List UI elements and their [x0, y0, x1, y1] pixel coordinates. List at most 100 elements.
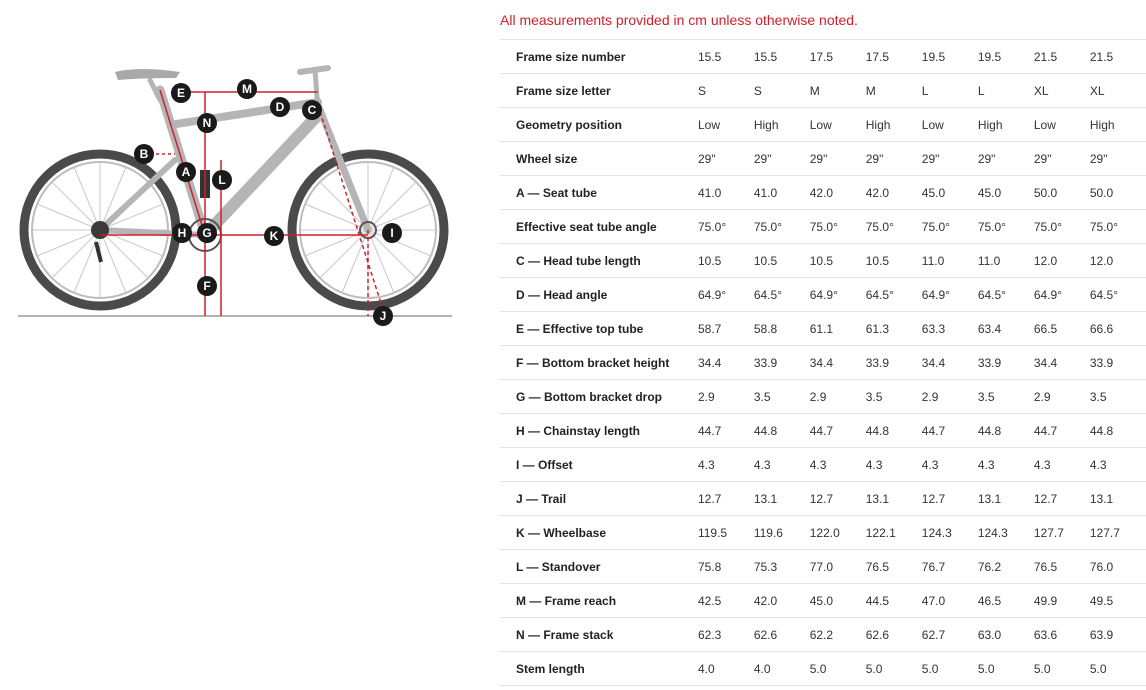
row-label: Geometry position — [500, 107, 683, 142]
table-cell: 4.0 — [753, 651, 810, 686]
table-cell: 5.0 — [809, 651, 866, 686]
table-cell: Low — [921, 107, 978, 142]
table-row: Wheel size 29" 29" 29" 29" 29" 29" 29" 29" — [500, 141, 1146, 176]
table-row: A — Seat tube 41.0 41.0 42.0 42.0 45.0 45.0 50.… — [500, 175, 1146, 210]
table-cell: 13.1 — [753, 481, 810, 516]
table-cell: 64.9° — [1033, 277, 1090, 312]
table-cell: 4.3 — [753, 447, 810, 482]
table-cell: 58.7 — [682, 311, 754, 346]
marker-n: N — [197, 113, 217, 133]
table-cell: 44.7 — [1033, 413, 1090, 448]
table-row: Frame size number 15.5 15.5 17.5 17.5 19.5 19.… — [500, 39, 1146, 74]
table-cell: 75.8 — [682, 549, 754, 584]
table-cell: 19.5 — [921, 39, 978, 74]
marker-a: A — [176, 162, 196, 182]
table-cell: 12.0 — [1033, 243, 1090, 278]
row-label: L — Standover — [500, 549, 683, 584]
table-cell: 4.3 — [1033, 447, 1090, 482]
table-cell: 5.0 — [1089, 651, 1146, 686]
table-cell: S — [753, 73, 810, 108]
table-cell: 33.9 — [977, 345, 1034, 380]
table-cell: 61.1 — [809, 311, 866, 346]
table-row: N — Frame stack 62.3 62.6 62.2 62.6 62.7 63.0 6… — [500, 617, 1146, 652]
table-row: Effective seat tube angle 75.0° 75.0° 75.0°… — [500, 209, 1146, 244]
table-cell: 2.9 — [921, 379, 978, 414]
marker-l: L — [212, 170, 232, 190]
geometry-table-body: Frame size number 15.5 15.5 17.5 17.5 19.5 19.… — [500, 39, 1146, 686]
table-cell: 42.0 — [753, 583, 810, 618]
table-cell: 64.5° — [1089, 277, 1146, 312]
svg-text:E: E — [177, 86, 185, 100]
table-row: G — Bottom bracket drop 2.9 3.5 2.9 3.5 2.9 3.… — [500, 379, 1146, 414]
row-label: Effective seat tube angle — [500, 209, 683, 244]
table-cell: 76.2 — [977, 549, 1034, 584]
marker-e: E — [171, 83, 191, 103]
table-cell: 29" — [865, 141, 922, 176]
row-label: E — Effective top tube — [500, 311, 683, 346]
table-cell: 44.8 — [753, 413, 810, 448]
marker-h: H — [172, 223, 192, 243]
table-cell: 34.4 — [1033, 345, 1090, 380]
row-label: G — Bottom bracket drop — [500, 379, 683, 414]
table-cell: 50.0 — [1033, 175, 1090, 210]
svg-text:L: L — [218, 173, 225, 187]
row-label: M — Frame reach — [500, 583, 683, 618]
svg-text:G: G — [202, 226, 211, 240]
table-cell: High — [977, 107, 1034, 142]
table-cell: 10.5 — [682, 243, 754, 278]
table-cell: 45.0 — [921, 175, 978, 210]
table-cell: 47.0 — [921, 583, 978, 618]
table-cell: 77.0 — [809, 549, 866, 584]
table-cell: 44.7 — [809, 413, 866, 448]
table-cell: 5.0 — [865, 651, 922, 686]
table-cell: 33.9 — [865, 345, 922, 380]
table-row: M — Frame reach 42.5 42.0 45.0 44.5 47.0 46.5 4… — [500, 583, 1146, 618]
table-row: J — Trail 12.7 13.1 12.7 13.1 12.7 13.1 12.7 13.… — [500, 481, 1146, 516]
marker-k: K — [264, 226, 284, 246]
svg-text:B: B — [140, 147, 149, 161]
table-cell: 58.8 — [753, 311, 810, 346]
table-cell: 29" — [682, 141, 754, 176]
table-row: Geometry position Low High Low High Low High Lo… — [500, 107, 1146, 142]
svg-text:C: C — [308, 103, 317, 117]
table-cell: 42.5 — [682, 583, 754, 618]
table-cell: 44.8 — [865, 413, 922, 448]
table-row: Frame size letter S S M M L L XL XL — [500, 73, 1146, 108]
table-cell: High — [753, 107, 810, 142]
table-cell: 5.0 — [1033, 651, 1090, 686]
row-label: I — Offset — [500, 447, 683, 482]
table-cell: 4.3 — [977, 447, 1034, 482]
table-row: H — Chainstay length 44.7 44.8 44.7 44.8 44.7… — [500, 413, 1146, 448]
table-cell: L — [921, 73, 978, 108]
table-cell: 75.0° — [865, 209, 922, 244]
svg-text:F: F — [203, 279, 210, 293]
table-row: C — Head tube length 10.5 10.5 10.5 10.5 11.0… — [500, 243, 1146, 278]
table-row: L — Standover 75.8 75.3 77.0 76.5 76.7 76.2 76.… — [500, 549, 1146, 584]
table-cell: M — [809, 73, 866, 108]
row-label: C — Head tube length — [500, 243, 683, 278]
table-cell: 66.5 — [1033, 311, 1090, 346]
table-cell: 75.0° — [1089, 209, 1146, 244]
table-cell: 62.6 — [753, 617, 810, 652]
row-label: Frame size number — [500, 39, 683, 74]
table-cell: 4.3 — [865, 447, 922, 482]
svg-text:J: J — [380, 309, 387, 323]
table-row: E — Effective top tube 58.7 58.8 61.1 61.3 63… — [500, 311, 1146, 346]
table-cell: 119.5 — [682, 515, 754, 550]
table-cell: 64.5° — [753, 277, 810, 312]
row-label: N — Frame stack — [500, 617, 683, 652]
table-cell: 13.1 — [865, 481, 922, 516]
dimension-lines — [100, 89, 386, 317]
table-cell: 12.7 — [682, 481, 754, 516]
table-cell: 41.0 — [682, 175, 754, 210]
table-cell: 64.9° — [921, 277, 978, 312]
table-row: F — Bottom bracket height 34.4 33.9 34.4 33.… — [500, 345, 1146, 380]
table-cell: 44.5 — [865, 583, 922, 618]
row-label: Stem length — [500, 651, 683, 686]
table-cell: 76.7 — [921, 549, 978, 584]
table-cell: 29" — [921, 141, 978, 176]
table-cell: 42.0 — [865, 175, 922, 210]
table-cell: 62.7 — [921, 617, 978, 652]
table-cell: 29" — [977, 141, 1034, 176]
svg-text:N: N — [203, 116, 212, 130]
